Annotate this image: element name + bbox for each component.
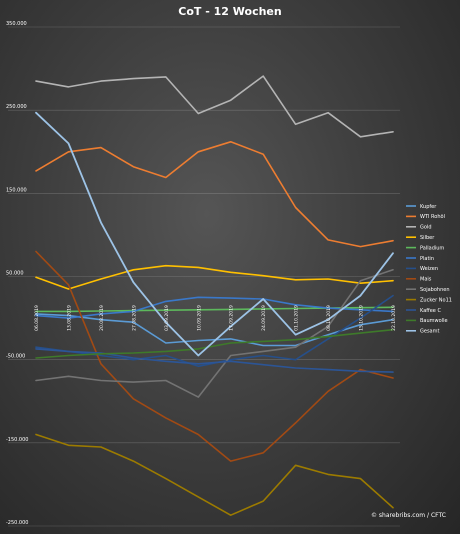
y-tick-label: -150.000 bbox=[6, 437, 28, 443]
chart-title: CoT - 12 Wochen bbox=[178, 5, 281, 18]
series-line bbox=[35, 313, 394, 347]
x-tick-label: 08.10.2019 bbox=[326, 305, 332, 331]
series-line bbox=[35, 433, 394, 517]
y-tick-label: -250.000 bbox=[6, 520, 28, 526]
x-tick-label: 03.09.2019 bbox=[164, 305, 170, 331]
legend-label: WTI Rohöl bbox=[420, 214, 445, 220]
x-tick-label: 27.08.2019 bbox=[131, 305, 137, 331]
x-tick-label: 13.08.2019 bbox=[66, 305, 72, 331]
legend-label: Palladium bbox=[420, 245, 444, 251]
legend-label: Mais bbox=[420, 277, 432, 283]
series-line bbox=[35, 141, 394, 248]
legend: Kupfer WTI Rohöl Gold Silber Palladium Platin… bbox=[406, 204, 452, 335]
y-tick-label: 250.000 bbox=[6, 104, 27, 110]
series-line bbox=[35, 348, 394, 373]
legend-label: Kupfer bbox=[420, 204, 437, 210]
legend-label: Kaffee C bbox=[420, 308, 441, 314]
series-line bbox=[35, 75, 394, 138]
legend-label: Gold bbox=[420, 225, 432, 231]
series-line bbox=[35, 328, 394, 359]
legend-label: Sojabohnen bbox=[420, 287, 450, 293]
y-tick-label: 150.000 bbox=[6, 187, 27, 193]
x-tick-label: 01.10.2019 bbox=[294, 305, 300, 331]
y-tick-label: 50.000 bbox=[6, 271, 24, 277]
series-line bbox=[35, 250, 394, 462]
x-tick-label: 17.09.2019 bbox=[229, 305, 235, 331]
source-credit: © sharebribs.com / CFTC bbox=[371, 512, 446, 519]
series-line bbox=[35, 264, 394, 290]
x-axis-tick-labels: 06.08.2019 13.08.2019 20.08.2019 27.08.2019… bbox=[34, 305, 397, 331]
legend-label: Platin bbox=[420, 256, 434, 262]
legend-label: Baumwolle bbox=[420, 318, 448, 324]
series-line bbox=[35, 111, 394, 357]
legend-label: Zucker No11 bbox=[420, 297, 452, 303]
y-axis-tick-labels: 350.000 250.000 150.000 50.000 -50.000 -150.0… bbox=[6, 21, 28, 526]
legend-label: Silber bbox=[420, 235, 435, 241]
series-lines bbox=[35, 75, 394, 517]
x-tick-label: 24.09.2019 bbox=[261, 305, 267, 331]
gridlines bbox=[8, 26, 400, 527]
y-tick-label: 350.000 bbox=[6, 21, 27, 27]
y-tick-label: -50.000 bbox=[6, 354, 25, 360]
series-line bbox=[35, 268, 394, 398]
legend-label: Gesamt bbox=[420, 329, 439, 335]
legend-label: Weizen bbox=[420, 266, 438, 272]
x-tick-label: 22.10.2019 bbox=[391, 305, 397, 331]
series-line bbox=[35, 294, 394, 368]
x-tick-label: 15.10.2019 bbox=[359, 305, 365, 331]
x-tick-label: 06.08.2019 bbox=[34, 305, 40, 331]
x-tick-label: 20.08.2019 bbox=[99, 305, 105, 331]
x-tick-label: 10.09.2019 bbox=[196, 305, 202, 331]
series-line bbox=[35, 296, 394, 319]
